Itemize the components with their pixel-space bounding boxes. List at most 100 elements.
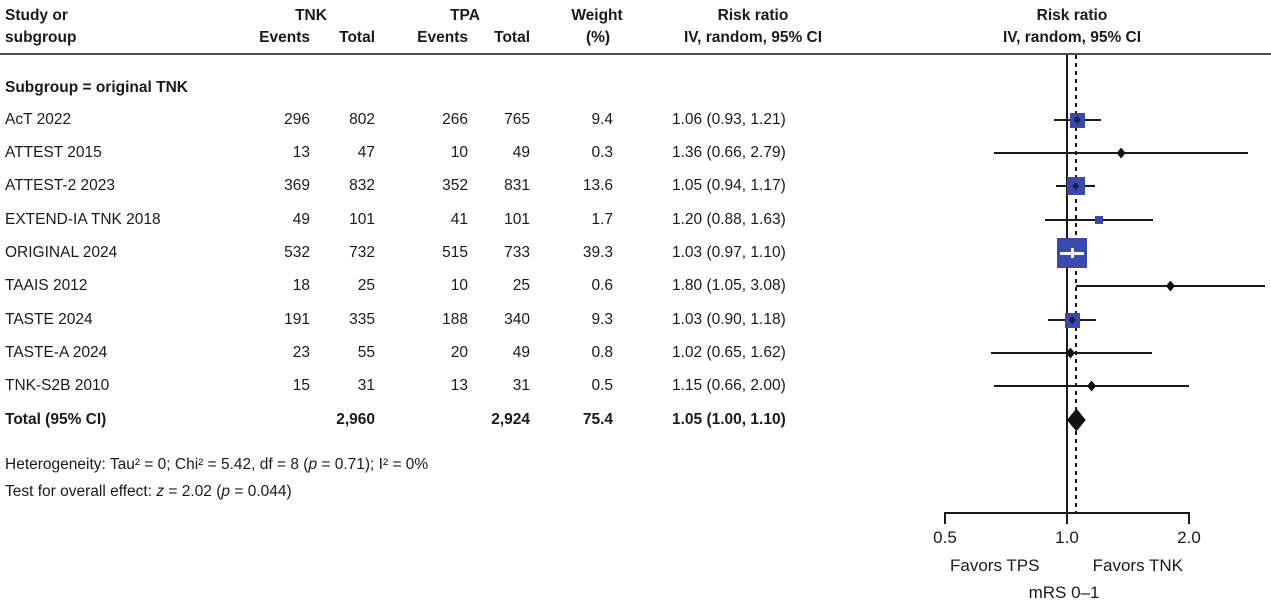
study-name: EXTEND-IA TNK 2018 bbox=[5, 211, 161, 228]
study-marker-diamond bbox=[1087, 380, 1097, 392]
weight-sum-cell: 75.4 bbox=[582, 411, 613, 428]
header-study-line2: subgroup bbox=[5, 29, 77, 46]
subgroup-label: Subgroup = original TNK bbox=[5, 79, 188, 96]
tpa-events-cell: 10 bbox=[450, 277, 468, 294]
header-tpa-total: Total bbox=[494, 29, 530, 46]
tnk-events-cell: 191 bbox=[284, 311, 310, 328]
total-label: Total (95% CI) bbox=[5, 411, 107, 428]
study-name: TAAIS 2012 bbox=[5, 277, 88, 294]
tpa-events-cell: 13 bbox=[450, 377, 468, 394]
risk-ratio-ci-cell: 1.80 (1.05, 3.08) bbox=[672, 277, 786, 294]
risk-ratio-ci-cell: 1.20 (0.88, 1.63) bbox=[672, 211, 786, 228]
tpa-total-cell: 765 bbox=[504, 111, 530, 128]
tnk-total-cell: 802 bbox=[349, 111, 375, 128]
risk-ratio-ci-cell: 1.06 (0.93, 1.21) bbox=[672, 111, 786, 128]
tpa-total-sum-cell: 2,924 bbox=[491, 411, 530, 428]
study-marker-square bbox=[1057, 238, 1088, 268]
study-marker-square bbox=[1064, 312, 1080, 328]
footnote-segment: Test for overall effect: bbox=[5, 483, 157, 500]
study-marker-diamond bbox=[1165, 280, 1175, 292]
risk-ratio-ci-cell: 1.03 (0.97, 1.10) bbox=[672, 244, 786, 261]
marker-point-estimate bbox=[1068, 316, 1076, 324]
tnk-events-cell: 369 bbox=[284, 177, 310, 194]
risk-ratio-ci-cell: 1.15 (0.66, 2.00) bbox=[672, 377, 786, 394]
tpa-total-cell: 101 bbox=[504, 211, 530, 228]
tpa-total-cell: 340 bbox=[504, 311, 530, 328]
tnk-total-cell: 47 bbox=[357, 144, 375, 161]
x-tick-label-05: 0.5 bbox=[933, 528, 957, 547]
footnote-segment: = 2.02 ( bbox=[164, 483, 222, 500]
risk-ratio-ci-cell: 1.05 (0.94, 1.17) bbox=[672, 177, 786, 194]
total-risk-ratio-ci-cell: 1.05 (1.00, 1.10) bbox=[672, 411, 786, 428]
tnk-total-cell: 832 bbox=[349, 177, 375, 194]
tnk-events-cell: 15 bbox=[292, 377, 310, 394]
header-risk-ratio-plot-line1: Risk ratio bbox=[1036, 7, 1108, 24]
tpa-events-cell: 352 bbox=[442, 177, 468, 194]
tpa-events-cell: 515 bbox=[442, 244, 468, 261]
footnote-segment: z bbox=[156, 483, 165, 500]
tpa-events-cell: 41 bbox=[450, 211, 468, 228]
footnote-segment: = 0.71); I² = 0% bbox=[317, 456, 429, 473]
tnk-total-cell: 732 bbox=[349, 244, 375, 261]
marker-plus-vertical bbox=[1071, 248, 1074, 258]
axis-sub-label: mRS 0–1 bbox=[1028, 583, 1100, 602]
study-name: TNK-S2B 2010 bbox=[5, 377, 110, 394]
header-tnk-total: Total bbox=[339, 29, 375, 46]
header-weight-line2: (%) bbox=[585, 29, 611, 46]
x-axis-line bbox=[944, 512, 1190, 514]
reference-line-1 bbox=[1066, 55, 1068, 524]
header-risk-ratio-plot-line2: IV, random, 95% CI bbox=[1002, 29, 1142, 46]
x-axis-tick-right bbox=[1188, 512, 1190, 524]
tpa-total-cell: 31 bbox=[512, 377, 530, 394]
header-tpa-group: TPA bbox=[450, 7, 480, 24]
footnote-segment: p bbox=[308, 456, 318, 473]
tnk-events-cell: 18 bbox=[292, 277, 310, 294]
heterogeneity-footnote: Heterogeneity: Tau² = 0; Chi² = 5.42, df… bbox=[5, 453, 428, 477]
study-marker-square bbox=[1069, 112, 1085, 128]
weight-cell: 0.3 bbox=[591, 144, 613, 161]
tnk-total-cell: 101 bbox=[349, 211, 375, 228]
study-marker-diamond bbox=[1065, 347, 1075, 359]
favors-right-label: Favors TNK bbox=[1092, 556, 1183, 575]
tpa-total-cell: 49 bbox=[512, 144, 530, 161]
weight-cell: 9.4 bbox=[591, 111, 613, 128]
study-name: TASTE 2024 bbox=[5, 311, 93, 328]
study-name: AcT 2022 bbox=[5, 111, 72, 128]
header-risk-ratio-text-line1: Risk ratio bbox=[717, 7, 789, 24]
risk-ratio-ci-cell: 1.36 (0.66, 2.79) bbox=[672, 144, 786, 161]
x-tick-label-20: 2.0 bbox=[1177, 528, 1201, 547]
weight-cell: 9.3 bbox=[591, 311, 613, 328]
favors-left-label: Favors TPS bbox=[950, 556, 1040, 575]
weight-cell: 0.5 bbox=[591, 377, 613, 394]
tnk-total-cell: 55 bbox=[357, 344, 375, 361]
header-risk-ratio-text-line2: IV, random, 95% CI bbox=[683, 29, 823, 46]
study-marker-square bbox=[1095, 216, 1104, 224]
x-tick-label-10: 1.0 bbox=[1055, 528, 1079, 547]
header-rule bbox=[0, 53, 1271, 55]
study-marker-square bbox=[1066, 177, 1085, 195]
header-tpa-events: Events bbox=[417, 29, 468, 46]
weight-cell: 0.6 bbox=[591, 277, 613, 294]
study-marker-diamond bbox=[1116, 147, 1126, 159]
x-axis-tick-left bbox=[944, 512, 946, 524]
header-tnk-group: TNK bbox=[295, 7, 327, 24]
tnk-total-cell: 25 bbox=[357, 277, 375, 294]
risk-ratio-ci-cell: 1.02 (0.65, 1.62) bbox=[672, 344, 786, 361]
study-name: ORIGINAL 2024 bbox=[5, 244, 118, 261]
tpa-total-cell: 733 bbox=[504, 244, 530, 261]
tpa-events-cell: 10 bbox=[450, 144, 468, 161]
tnk-total-sum-cell: 2,960 bbox=[336, 411, 375, 428]
tpa-events-cell: 266 bbox=[442, 111, 468, 128]
pooled-total-diamond bbox=[1067, 408, 1086, 432]
tnk-events-cell: 49 bbox=[292, 211, 310, 228]
header-weight-line1: Weight bbox=[571, 7, 623, 24]
header-tnk-events: Events bbox=[259, 29, 310, 46]
tpa-events-cell: 20 bbox=[450, 344, 468, 361]
risk-ratio-ci-cell: 1.03 (0.90, 1.18) bbox=[672, 311, 786, 328]
marker-point-estimate bbox=[1072, 182, 1080, 190]
footnote-segment: p bbox=[221, 483, 231, 500]
tnk-events-cell: 532 bbox=[284, 244, 310, 261]
weight-cell: 39.3 bbox=[582, 244, 613, 261]
tnk-events-cell: 23 bbox=[292, 344, 310, 361]
